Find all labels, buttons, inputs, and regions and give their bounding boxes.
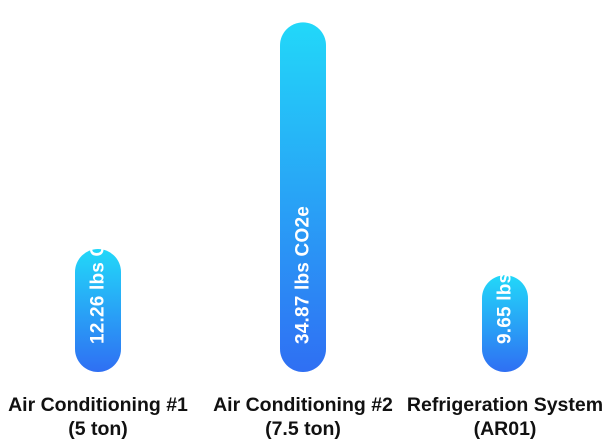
bar-data-label-1: 12.26 lbs CO2e: [88, 206, 109, 344]
bar-2: [280, 22, 326, 373]
category-label-2-line2: (7.5 ton): [265, 418, 341, 440]
category-label-2-line1: Air Conditioning #2: [213, 394, 393, 416]
bars-layer: [75, 22, 528, 373]
bar-data-label-3: 9.65 lbs CO2e: [495, 217, 516, 344]
bar-3: [482, 275, 528, 372]
bar-1: [75, 249, 121, 372]
category-label-1-line1: Air Conditioning #1: [8, 394, 188, 416]
category-label-3-line2: (AR01): [474, 418, 537, 440]
category-label-1-line2: (5 ton): [68, 418, 128, 440]
category-labels-layer: Air Conditioning #1(5 ton) Air Conditioni…: [8, 394, 603, 440]
category-label-3-line1: Refrigeration System: [407, 394, 603, 416]
data-labels-layer: 12.26 lbs CO2e 34.87 lbs CO2e 9.65 lbs CO2…: [88, 206, 516, 344]
bar-data-label-2: 34.87 lbs CO2e: [293, 206, 314, 344]
